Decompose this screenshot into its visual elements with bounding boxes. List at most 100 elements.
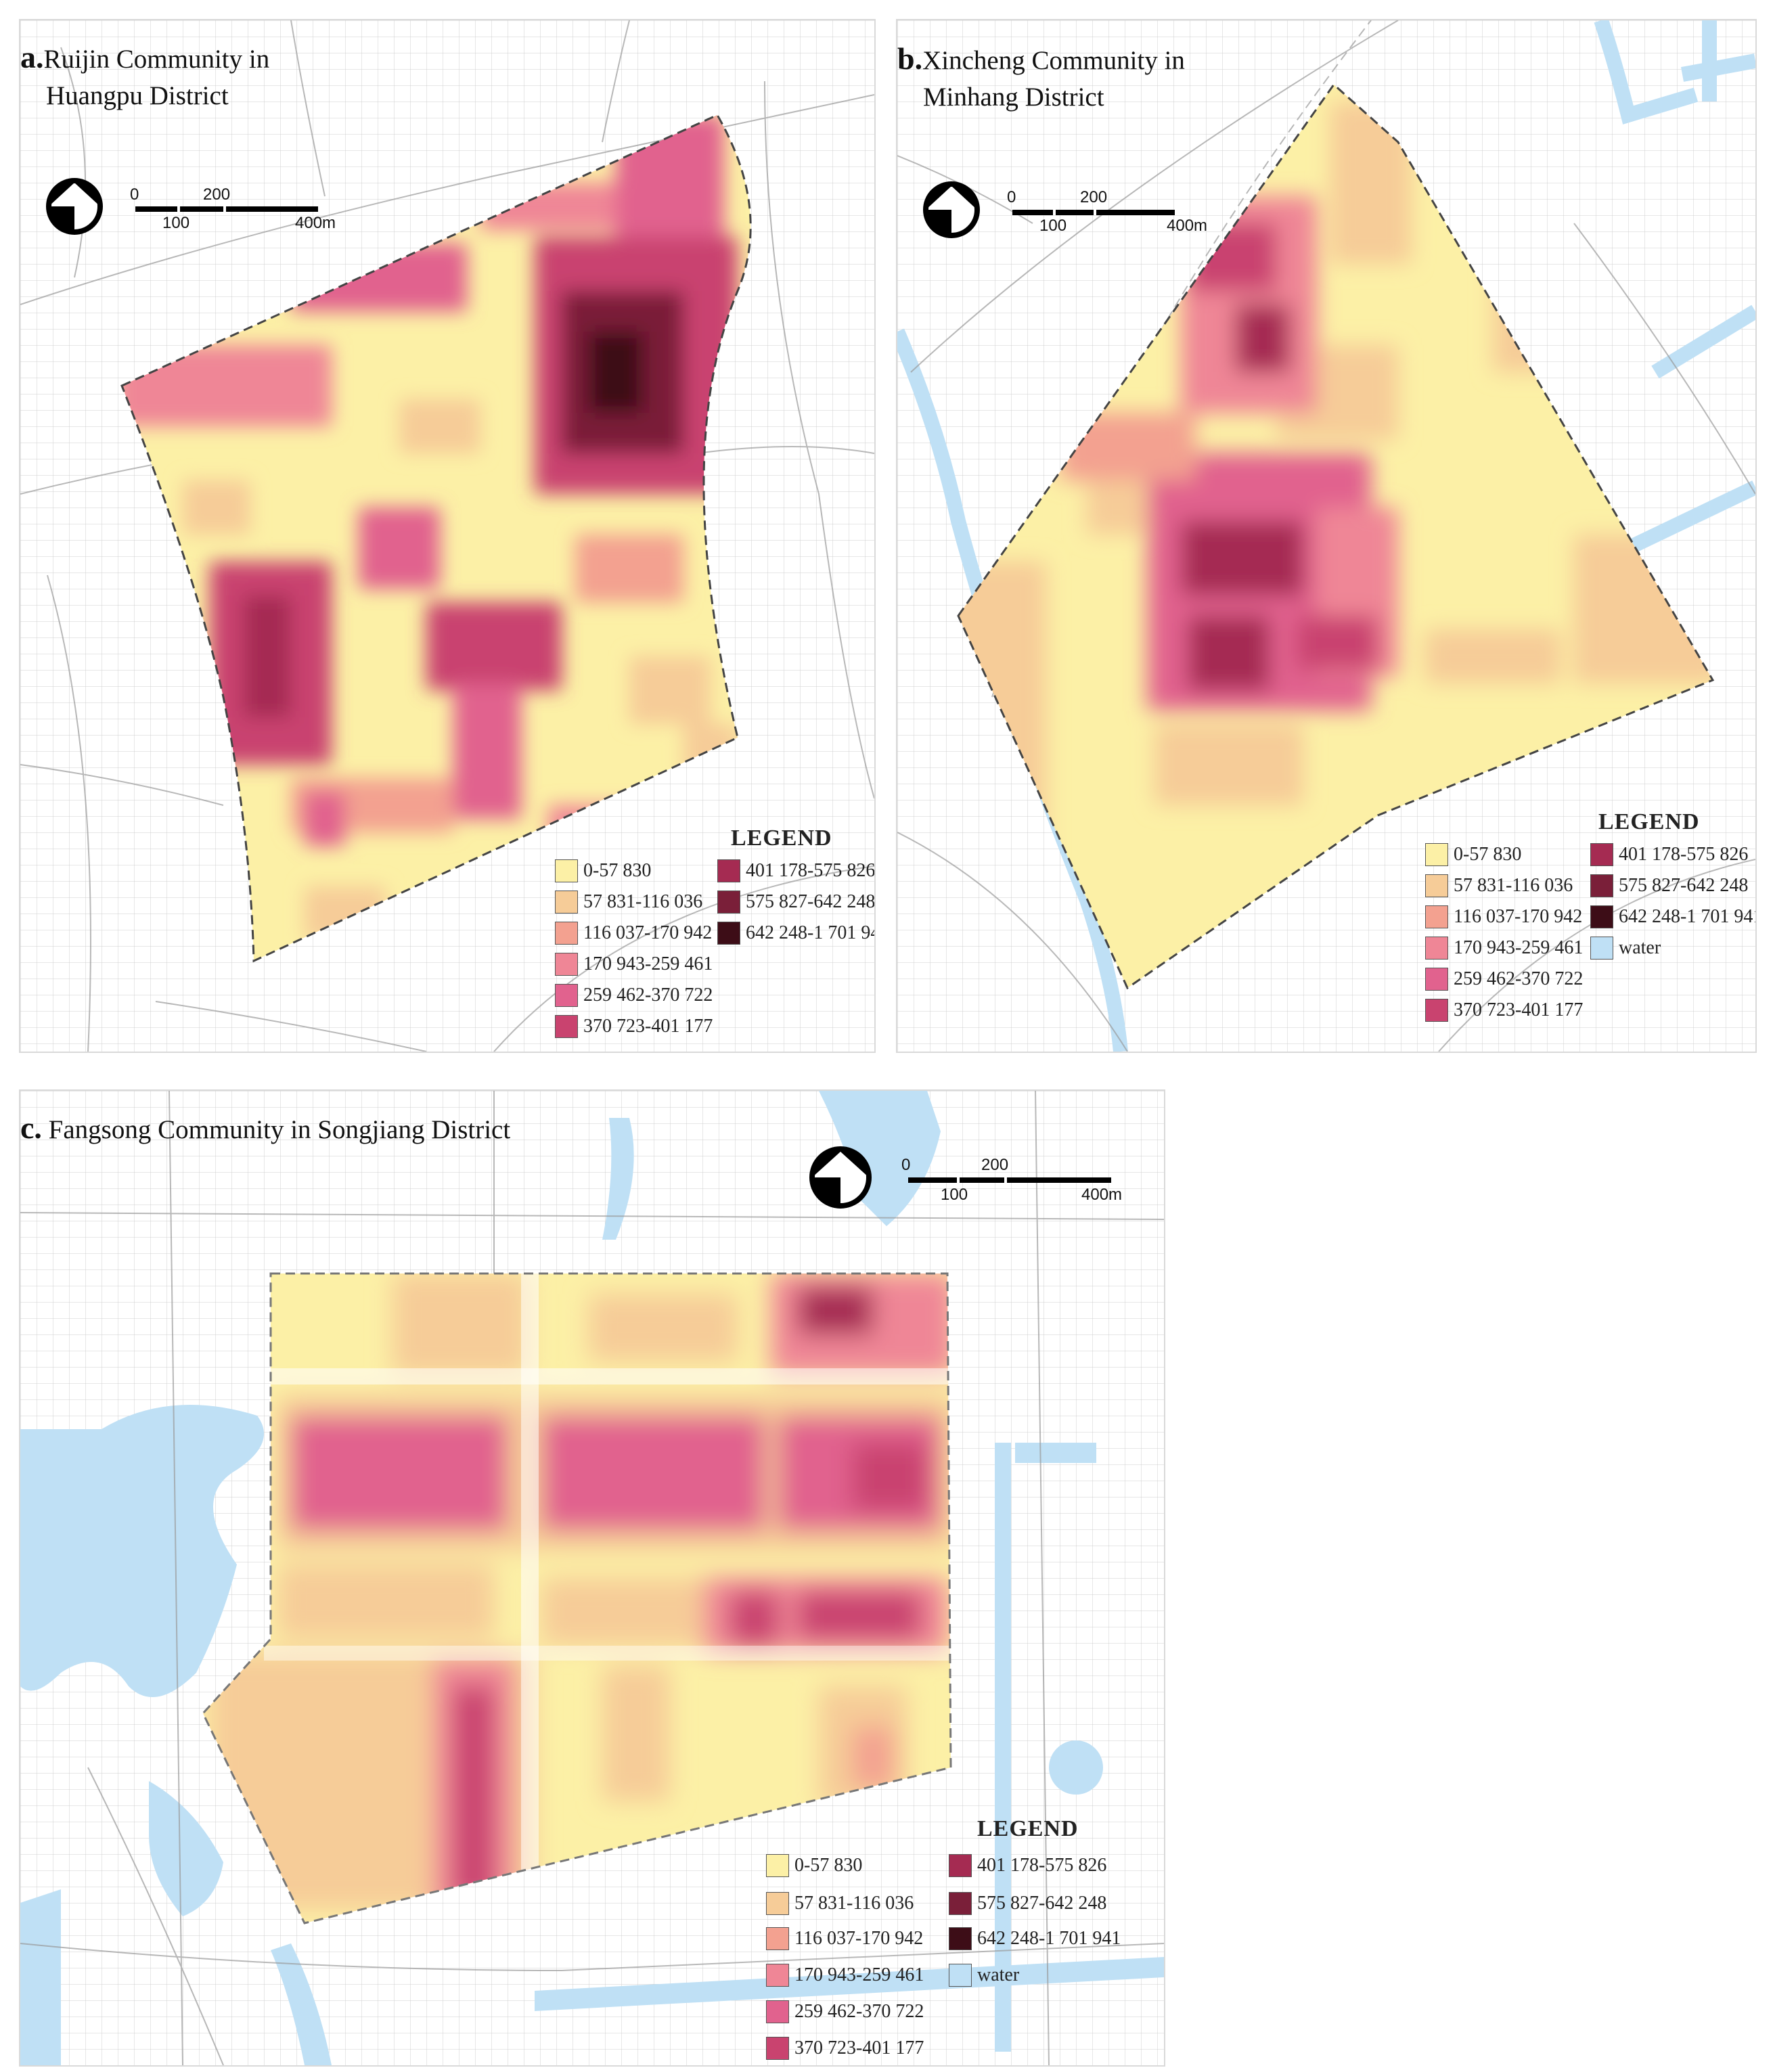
scale-bar	[135, 206, 318, 212]
legend-item: 170 943-259 461	[555, 953, 713, 976]
legend-item: water	[949, 1964, 1019, 1987]
panel-title-c-line1: Fangsong Community in Songjiang District	[48, 1115, 511, 1144]
panel-title-b-line1: Xincheng Community in	[922, 46, 1185, 75]
legend-title: LEGEND	[731, 826, 832, 851]
legend-swatch	[1425, 874, 1448, 897]
panel-title-b: b.Xincheng Community in Minhang District	[897, 41, 1185, 116]
legend-item: 116 037-170 942	[766, 1927, 923, 1950]
panel-title-a-line1: Ruijin Community in	[43, 45, 270, 74]
map-panel-c: c. Fangsong Community in Songjiang Distr…	[19, 1089, 1165, 2067]
legend-item: 116 037-170 942	[555, 922, 712, 945]
legend-item: 575 827-642 248	[1590, 874, 1748, 897]
legend-label: 575 827-642 248	[1619, 875, 1749, 896]
map-panel-a: a.Ruijin Community in Huangpu District 0…	[19, 19, 876, 1053]
panel-letter-a: a.	[20, 40, 44, 74]
legend-label: 170 943-259 461	[794, 1964, 924, 1985]
scale-label-0: 0	[901, 1156, 911, 1174]
legend-label: 170 943-259 461	[1454, 937, 1584, 958]
legend-title: LEGEND	[1598, 809, 1700, 834]
community-boundary	[202, 1272, 952, 1924]
legend-item: 259 462-370 722	[766, 2000, 924, 2023]
legend-swatch	[1590, 874, 1613, 897]
legend-label: 57 831-116 036	[583, 891, 703, 912]
legend-label: 370 723-401 177	[583, 1016, 713, 1037]
legend-swatch	[555, 1015, 578, 1038]
scale-label-400: 400m	[295, 214, 336, 232]
legend-swatch	[1425, 937, 1448, 960]
legend-item: 0-57 830	[766, 1854, 862, 1877]
legend-swatch	[766, 2037, 789, 2060]
legend-item: 57 831-116 036	[1425, 874, 1573, 897]
legend-item: 401 178-575 826	[717, 859, 876, 882]
legend-item: 170 943-259 461	[766, 1964, 924, 1987]
legend-swatch	[555, 953, 578, 976]
legend-label: 370 723-401 177	[794, 2037, 924, 2058]
legend-swatch	[766, 1964, 789, 1987]
legend-swatch	[766, 1892, 789, 1915]
legend-label: 642 248-1 701 941	[746, 922, 876, 943]
legend-swatch	[555, 922, 578, 945]
legend-label: 116 037-170 942	[1454, 906, 1583, 927]
legend-label: 642 248-1 701 941	[977, 1928, 1121, 1949]
legend-item: 370 723-401 177	[555, 1015, 713, 1038]
legend-swatch	[1590, 905, 1613, 928]
scale-label-100: 100	[1039, 217, 1067, 235]
street-network	[20, 1091, 1164, 2065]
legend-label: 170 943-259 461	[583, 953, 713, 974]
map-a-graphics	[20, 20, 874, 1052]
scale-label-200: 200	[981, 1156, 1009, 1174]
panel-title-c: c. Fangsong Community in Songjiang Distr…	[20, 1110, 510, 1148]
legend-label: 642 248-1 701 941	[1619, 906, 1757, 927]
legend-item: 401 178-575 826	[1590, 843, 1748, 866]
legend-item: 116 037-170 942	[1425, 905, 1582, 928]
legend-swatch	[766, 2000, 789, 2023]
legend-item: 57 831-116 036	[555, 891, 702, 914]
scale-bar	[908, 1177, 1111, 1183]
north-arrow	[923, 181, 980, 238]
legend-label: 575 827-642 248	[746, 891, 876, 912]
legend-label: 259 462-370 722	[583, 985, 713, 1006]
scale-label-400: 400m	[1081, 1186, 1123, 1204]
panel-title-b-line2: Minhang District	[923, 83, 1104, 112]
legend-a: LEGEND 0-57 830 57 831-116 036 116 037-1…	[555, 826, 876, 1049]
scale-label-100: 100	[162, 214, 190, 232]
scale-label-400: 400m	[1167, 217, 1208, 235]
panel-letter-c: c.	[20, 1110, 42, 1145]
legend-item: 642 248-1 701 941	[949, 1927, 1121, 1950]
legend-swatch	[766, 1927, 789, 1950]
legend-swatch	[717, 922, 740, 945]
scale-label-100: 100	[941, 1186, 968, 1204]
legend-label: water	[977, 1964, 1020, 1985]
legend-swatch	[1590, 937, 1613, 960]
legend-item: 370 723-401 177	[1425, 999, 1583, 1022]
legend-swatch	[766, 1854, 789, 1877]
map-c-graphics	[20, 1091, 1164, 2065]
legend-label: 401 178-575 826	[977, 1855, 1107, 1876]
legend-item: 57 831-116 036	[766, 1892, 914, 1915]
legend-item: 0-57 830	[1425, 843, 1521, 866]
legend-label: 401 178-575 826	[746, 860, 876, 881]
legend-swatch	[949, 1927, 972, 1950]
community-boundary	[957, 83, 1715, 990]
legend-c: LEGEND 0-57 830 57 831-116 036 116 037-1…	[766, 1816, 1163, 2064]
legend-swatch	[949, 1892, 972, 1915]
legend-label: 259 462-370 722	[794, 2001, 924, 2022]
legend-label: 57 831-116 036	[1454, 875, 1573, 896]
legend-item: 370 723-401 177	[766, 2037, 924, 2060]
community-boundary	[120, 114, 752, 963]
legend-item: 259 462-370 722	[1425, 968, 1583, 991]
north-arrow	[46, 178, 103, 235]
legend-swatch	[1425, 905, 1448, 928]
legend-item: 259 462-370 722	[555, 984, 713, 1007]
legend-item: 401 178-575 826	[949, 1854, 1106, 1877]
legend-label: 259 462-370 722	[1454, 968, 1584, 989]
legend-swatch	[555, 984, 578, 1007]
legend-item: 575 827-642 248	[949, 1892, 1106, 1915]
legend-swatch	[555, 891, 578, 914]
scale-label-200: 200	[1080, 188, 1108, 206]
legend-item: water	[1590, 937, 1661, 960]
legend-label: 370 723-401 177	[1454, 999, 1584, 1020]
legend-item: 575 827-642 248	[717, 891, 876, 914]
legend-label: 0-57 830	[794, 1855, 863, 1876]
panel-title-a-line2: Huangpu District	[46, 81, 229, 110]
